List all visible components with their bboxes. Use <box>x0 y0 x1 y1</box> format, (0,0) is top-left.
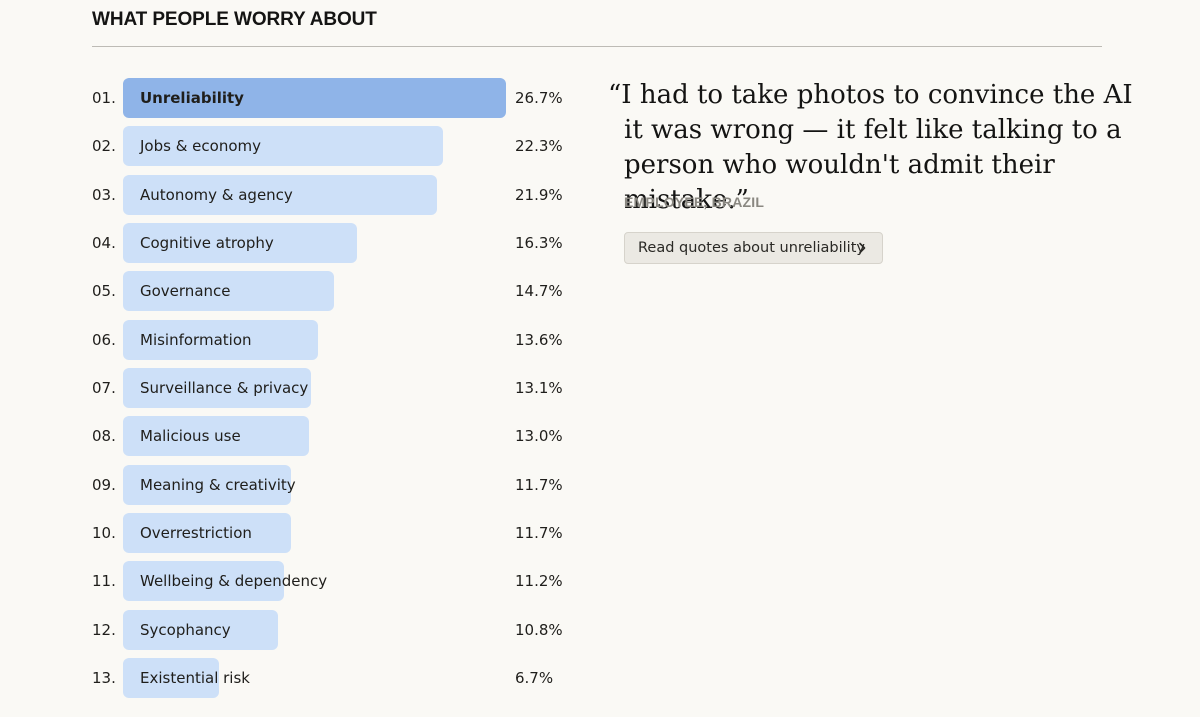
bar-value-label: 10.8% <box>515 620 563 639</box>
bar-mark <box>123 657 220 698</box>
bar-label: Malicious use <box>140 427 241 446</box>
bar-value-label: 22.3% <box>515 137 563 156</box>
bar-label: Cognitive atrophy <box>140 233 274 252</box>
bar-mark <box>123 561 284 602</box>
bar-label: Surveillance & privacy <box>140 378 309 397</box>
bar-row: 07. Surveillance & privacy 13.1% <box>0 367 600 408</box>
bar-rank: 10. <box>92 523 116 542</box>
bar-rank: 11. <box>92 572 116 591</box>
bar-label: Wellbeing & dependency <box>140 572 328 591</box>
bar-rank: 02. <box>92 137 116 156</box>
bar-value-label: 14.7% <box>515 282 563 301</box>
bar-rank: 04. <box>92 233 116 252</box>
bar-mark <box>123 319 319 360</box>
bar-label: Sycophancy <box>140 620 231 639</box>
bar-value-label: 11.2% <box>515 572 563 591</box>
bar-label: Jobs & economy <box>140 137 261 156</box>
title-divider <box>92 46 1102 47</box>
bar-mark <box>123 78 506 118</box>
bar-value-label: 16.3% <box>515 233 563 252</box>
chevron-right-icon <box>859 242 866 254</box>
bar-value-label: 13.0% <box>515 427 563 446</box>
bar-mark <box>123 174 438 215</box>
quote-attribution: EMPLOYEE, BRAZIL <box>624 194 765 210</box>
bar-row: 09. Meaning & creativity 11.7% <box>0 464 600 505</box>
bar-value-label: 11.7% <box>515 523 563 542</box>
bar-rank: 05. <box>92 282 116 301</box>
bar-row: 06. Misinformation 13.6% <box>0 319 600 360</box>
bar-label: Existential risk <box>140 668 250 687</box>
bar-label: Meaning & creativity <box>140 475 296 494</box>
bar-mark <box>123 512 291 553</box>
bar-value-label: 6.7% <box>515 668 554 687</box>
bar-rank: 03. <box>92 185 116 204</box>
bar-row: 04. Cognitive atrophy 16.3% <box>0 222 600 263</box>
bar-value-label: 21.9% <box>515 185 563 204</box>
bar-mark <box>123 609 278 650</box>
bar-label: Unreliability <box>140 89 244 107</box>
bar-value-label: 26.7% <box>515 89 563 107</box>
bar-mark <box>123 464 291 505</box>
read-quotes-button[interactable]: Read quotes about unreliability <box>624 232 883 264</box>
bar-label: Autonomy & agency <box>140 185 293 204</box>
bar-row: 11. Wellbeing & dependency 11.2% <box>0 561 600 602</box>
bar-row: 05. Governance 14.7% <box>0 271 600 312</box>
bar-row: 03. Autonomy & agency 21.9% <box>0 174 600 215</box>
bar-row: 12. Sycophancy 10.8% <box>0 609 600 650</box>
bar-rank: 13. <box>92 668 116 687</box>
bar-label: Misinformation <box>140 330 252 349</box>
bar-row: 08. Malicious use 13.0% <box>0 416 600 457</box>
bar-label: Governance <box>140 282 231 301</box>
featured-quote: “I had to take photos to convince the AI… <box>608 80 1133 215</box>
bar-mark <box>123 271 334 312</box>
bar-label: Overrestriction <box>140 523 252 542</box>
bar-rank: 12. <box>92 620 116 639</box>
bar-row: 10. Overrestriction 11.7% <box>0 512 600 553</box>
bar-mark <box>123 416 310 457</box>
bar-value-label: 13.1% <box>515 378 563 397</box>
bar-rank: 01. <box>92 89 116 107</box>
bar-row: 13. Existential risk 6.7% <box>0 657 600 698</box>
bar-rank: 06. <box>92 330 116 349</box>
bar-mark <box>123 367 311 408</box>
bar-rank: 09. <box>92 475 116 494</box>
bar-row: 01. Unreliability 26.7% <box>0 78 600 118</box>
bar-row: 02. Jobs & economy 22.3% <box>0 126 600 167</box>
bar-value-label: 13.6% <box>515 330 563 349</box>
read-quotes-button-label: Read quotes about unreliability <box>638 240 865 256</box>
bar-value-label: 11.7% <box>515 475 563 494</box>
bar-rank: 08. <box>92 427 116 446</box>
bar-mark <box>123 222 357 263</box>
page-title: WHAT PEOPLE WORRY ABOUT <box>92 9 377 30</box>
bar-mark <box>123 126 443 167</box>
bar-rank: 07. <box>92 378 116 397</box>
